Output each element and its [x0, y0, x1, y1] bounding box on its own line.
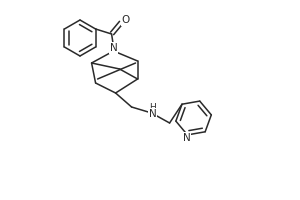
- Text: O: O: [122, 15, 130, 25]
- Text: H: H: [149, 104, 156, 112]
- Text: N: N: [110, 43, 118, 53]
- Text: N: N: [183, 133, 190, 143]
- Text: N: N: [149, 109, 157, 119]
